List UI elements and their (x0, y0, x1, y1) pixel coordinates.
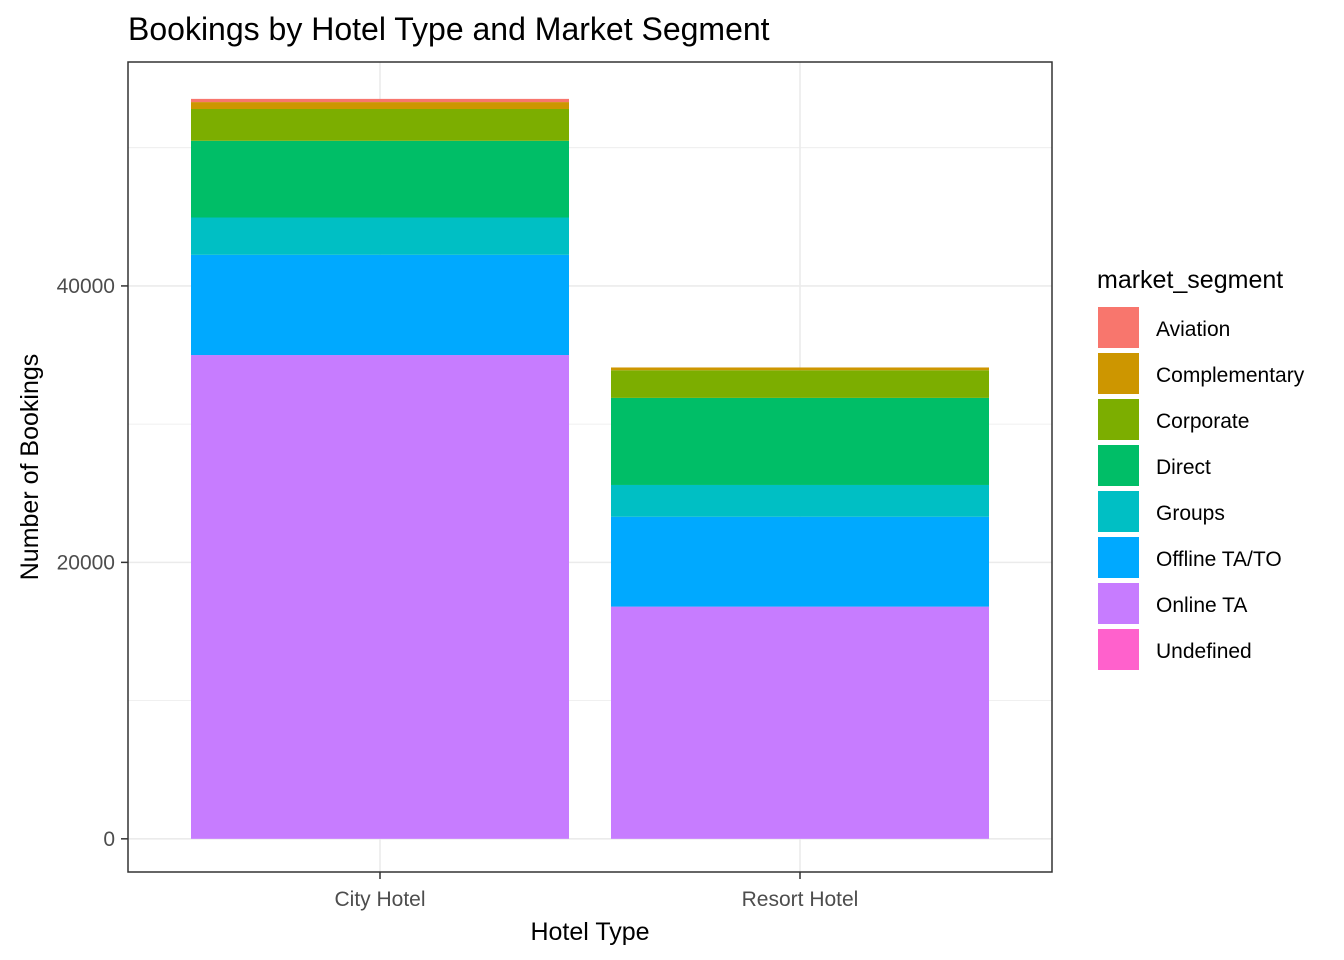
legend-swatch-complementary (1098, 353, 1139, 394)
bar-city-hotel-offline-ta-to (191, 254, 569, 356)
bar-city-hotel-groups (191, 217, 569, 255)
legend-label-online-ta: Online TA (1156, 594, 1247, 617)
legend-label-complementary: Complementary (1156, 364, 1305, 387)
bars (191, 98, 989, 839)
legend-swatch-direct (1098, 445, 1139, 486)
legend-label-undefined: Undefined (1156, 640, 1252, 663)
bar-city-hotel-aviation (191, 98, 569, 103)
legend-title: market_segment (1097, 266, 1283, 294)
bar-city-hotel-direct (191, 140, 569, 218)
plot-border (127, 61, 1053, 873)
legend-swatch-online-ta (1098, 583, 1139, 624)
bar-city-hotel-online-ta (191, 355, 569, 839)
axes: 0 20000 40000 City Hotel Resort Hotel (57, 275, 859, 911)
legend-label-corporate: Corporate (1156, 410, 1249, 433)
legend-label-groups: Groups (1156, 502, 1225, 525)
legend-swatch-offline-ta-to (1098, 537, 1139, 578)
bar-resort-hotel-groups (611, 484, 989, 517)
legend-swatch-corporate (1098, 399, 1139, 440)
x-tick-label: City Hotel (334, 888, 425, 911)
legend-swatch-aviation (1098, 307, 1139, 348)
legend-label-offline-ta-to: Offline TA/TO (1156, 548, 1282, 571)
y-tick-label: 20000 (57, 551, 115, 574)
bar-resort-hotel-offline-ta-to (611, 516, 989, 607)
x-axis-title: Hotel Type (530, 918, 649, 946)
legend-label-direct: Direct (1156, 456, 1211, 479)
legend-swatch-groups (1098, 491, 1139, 532)
y-tick-label: 0 (103, 828, 115, 851)
y-axis-title: Number of Bookings (16, 354, 44, 581)
legend-swatch-undefined (1098, 629, 1139, 670)
x-tick-label: Resort Hotel (742, 888, 859, 911)
bar-resort-hotel-direct (611, 397, 989, 485)
bar-resort-hotel-corporate (611, 370, 989, 398)
legend: market_segment Aviation Complementary Corp… (1097, 266, 1305, 671)
legend-label-aviation: Aviation (1156, 318, 1230, 341)
bar-city-hotel-corporate (191, 108, 569, 141)
chart-title: Bookings by Hotel Type and Market Segmen… (128, 11, 770, 47)
y-tick-label: 40000 (57, 275, 115, 298)
bar-resort-hotel-online-ta (611, 606, 989, 839)
bar-resort-hotel-complementary (611, 367, 989, 371)
bar-city-hotel-complementary (191, 102, 569, 109)
